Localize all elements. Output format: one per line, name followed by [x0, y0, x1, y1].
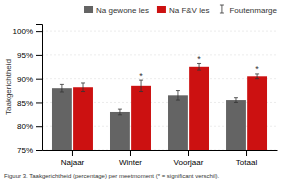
legend-label: Na F&V les — [169, 6, 209, 15]
tick-mark — [36, 31, 42, 32]
error-line — [199, 63, 200, 70]
significance-label: * — [255, 64, 259, 74]
error-bar — [176, 91, 180, 101]
tick-label: Najaar — [61, 158, 85, 167]
legend-label: Na gewone les — [96, 6, 149, 15]
tick-mark — [36, 55, 42, 56]
bar — [189, 67, 209, 150]
error-cap — [81, 82, 85, 83]
y-tick: 90% — [17, 75, 42, 84]
error-line — [257, 74, 258, 79]
axis-line — [36, 25, 43, 151]
y-tick: 100% — [13, 27, 42, 36]
error-cap — [139, 91, 143, 92]
error-bar — [118, 109, 122, 115]
x-axis: Najaar Winter Voorjaar Totaal — [43, 150, 278, 167]
legend-error-cap — [220, 5, 224, 6]
bar — [168, 95, 188, 150]
bar — [226, 100, 246, 150]
significance-label: * — [139, 71, 143, 81]
tick-mark — [36, 150, 42, 151]
error-cap — [60, 91, 64, 92]
y-axis: 75% 80% 85% 90% 95% 100% — [13, 25, 43, 156]
error-bar — [197, 63, 201, 70]
error-cap — [118, 114, 122, 115]
x-tick: Totaal — [236, 150, 258, 167]
bar — [247, 76, 267, 150]
bar — [110, 112, 130, 150]
legend-swatch — [157, 6, 166, 13]
y-axis-title: Taakgerichtheid — [4, 59, 13, 115]
tick-mark — [36, 126, 42, 127]
bar — [73, 87, 93, 150]
bar — [131, 86, 151, 150]
y-tick: 80% — [17, 122, 42, 131]
tick-label: 80% — [17, 122, 33, 131]
y-tick: 85% — [17, 99, 42, 108]
legend-item: Na F&V les — [157, 6, 209, 15]
error-cap — [176, 100, 180, 101]
error-bar — [255, 74, 259, 79]
legend-error-cap — [220, 13, 224, 14]
legend-item: Foutenmarge — [220, 5, 278, 15]
x-tick: Voorjaar — [174, 150, 204, 167]
legend: Na gewone les Na F&V les Foutenmarge — [84, 5, 278, 15]
tick-label: 100% — [13, 27, 33, 36]
error-line — [83, 83, 84, 92]
error-cap — [234, 97, 238, 98]
error-cap — [60, 84, 64, 85]
error-bar — [234, 98, 238, 103]
legend-error-line — [221, 5, 222, 13]
plot-area — [52, 63, 267, 150]
error-line — [141, 80, 142, 91]
tick-label: 75% — [17, 146, 33, 155]
bar — [52, 88, 72, 150]
error-line — [119, 109, 120, 115]
legend-error-icon — [220, 5, 224, 13]
error-bar — [60, 84, 64, 92]
grid-line — [42, 31, 277, 32]
bar-series — [73, 67, 267, 150]
chart: * * * Najaar Winter Voorjaar Totaal 75% 80% 85% 90… — [0, 0, 285, 182]
tick-mark — [72, 150, 73, 156]
tick-label: 85% — [17, 99, 33, 108]
error-cap — [234, 102, 238, 103]
tick-mark — [130, 150, 131, 156]
x-tick: Winter — [119, 150, 142, 167]
tick-mark — [36, 79, 42, 80]
legend-item: Na gewone les — [84, 6, 149, 15]
error-bar — [81, 83, 85, 92]
error-cap — [197, 70, 201, 71]
error-line — [61, 84, 62, 92]
grid-line — [42, 54, 277, 55]
error-cap — [176, 90, 180, 91]
grid-line — [42, 78, 277, 79]
tick-label: Totaal — [236, 158, 258, 167]
axis-line — [43, 150, 278, 151]
tick-label: Winter — [119, 158, 142, 167]
legend-swatch — [84, 6, 93, 13]
caption: Figuur 3. Taakgerichtheid (percentage) p… — [4, 173, 219, 179]
significance-label: * — [197, 54, 201, 64]
legend-label: Foutenmarge — [229, 6, 277, 15]
x-tick: Najaar — [61, 150, 85, 167]
error-cap — [81, 91, 85, 92]
tick-mark — [188, 150, 189, 156]
tick-label: 90% — [17, 75, 33, 84]
error-cap — [118, 109, 122, 110]
tick-mark — [36, 102, 42, 103]
error-cap — [255, 78, 259, 79]
annotations: * * * — [139, 54, 259, 81]
tick-label: Voorjaar — [174, 158, 204, 167]
error-line — [177, 91, 178, 101]
error-bar — [139, 80, 143, 91]
tick-mark — [246, 150, 247, 156]
y-tick: 95% — [17, 51, 42, 60]
tick-label: 95% — [17, 51, 33, 60]
error-line — [235, 98, 236, 103]
y-tick: 75% — [17, 146, 42, 155]
